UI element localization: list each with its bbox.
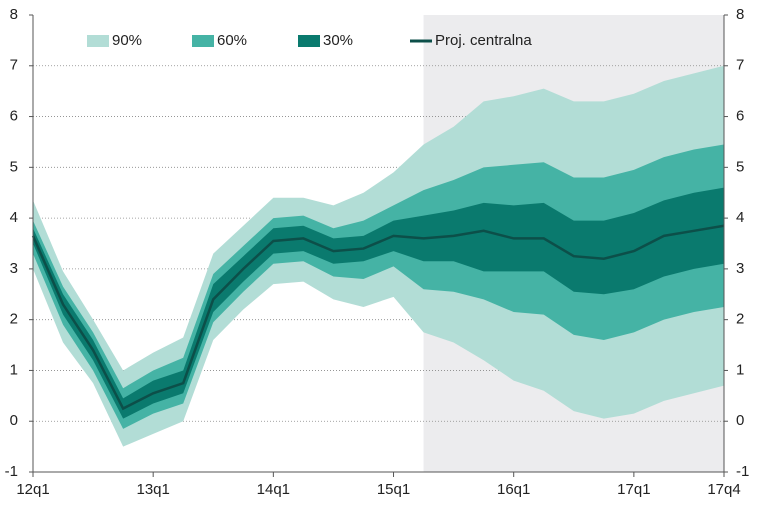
y-tick-label: 3 — [10, 260, 18, 277]
central-line — [31, 224, 725, 411]
x-tick-label: 12q1 — [16, 481, 49, 498]
y2-tick-label: 7 — [736, 57, 744, 74]
legend: 90% 60% 30% Proj. centralna — [87, 32, 532, 49]
y-tick-label: 8 — [10, 6, 18, 23]
y-tick-label: 7 — [10, 57, 18, 74]
legend-swatch — [298, 35, 320, 47]
y-tick-label: 6 — [10, 108, 18, 125]
x-tick-label: 17q4 — [707, 481, 740, 498]
y-tick-label: -1 — [5, 463, 18, 480]
legend-label: 30% — [323, 32, 353, 49]
y2-tick-label: 6 — [736, 108, 744, 125]
fan-band — [33, 187, 724, 419]
x-tick-label: 15q1 — [377, 481, 410, 498]
y2-tick-label: 8 — [736, 6, 744, 23]
y2-tick-label: 1 — [736, 361, 744, 378]
x-tick-label: 16q1 — [497, 481, 530, 498]
legend-swatch — [87, 35, 109, 47]
plot — [31, 65, 725, 447]
legend-label: Proj. centralna — [435, 32, 532, 49]
x-tick-label: 14q1 — [257, 481, 290, 498]
x-tick-label: 17q1 — [617, 481, 650, 498]
y2-tick-label: -1 — [736, 463, 749, 480]
legend-label: 90% — [112, 32, 142, 49]
x-tick-label: 13q1 — [136, 481, 169, 498]
y2-tick-label: 2 — [736, 311, 744, 328]
y-tick-label: 0 — [10, 412, 18, 429]
y2-tick-label: 5 — [736, 158, 744, 175]
legend-label: 60% — [217, 32, 247, 49]
y2-tick-label: 3 — [736, 260, 744, 277]
y-tick-label: 2 — [10, 311, 18, 328]
axes: -1 -1 0 0 1 1 2 2 3 3 4 4 5 5 6 6 7 7 8 8 12q1 13q1 14q1 15q1 16… — [5, 6, 750, 498]
y-tick-label: 4 — [10, 209, 18, 226]
y-tick-label: 5 — [10, 158, 18, 175]
y-tick-label: 1 — [10, 361, 18, 378]
legend-swatch — [192, 35, 214, 47]
y2-tick-label: 0 — [736, 412, 744, 429]
y2-tick-label: 4 — [736, 209, 744, 226]
